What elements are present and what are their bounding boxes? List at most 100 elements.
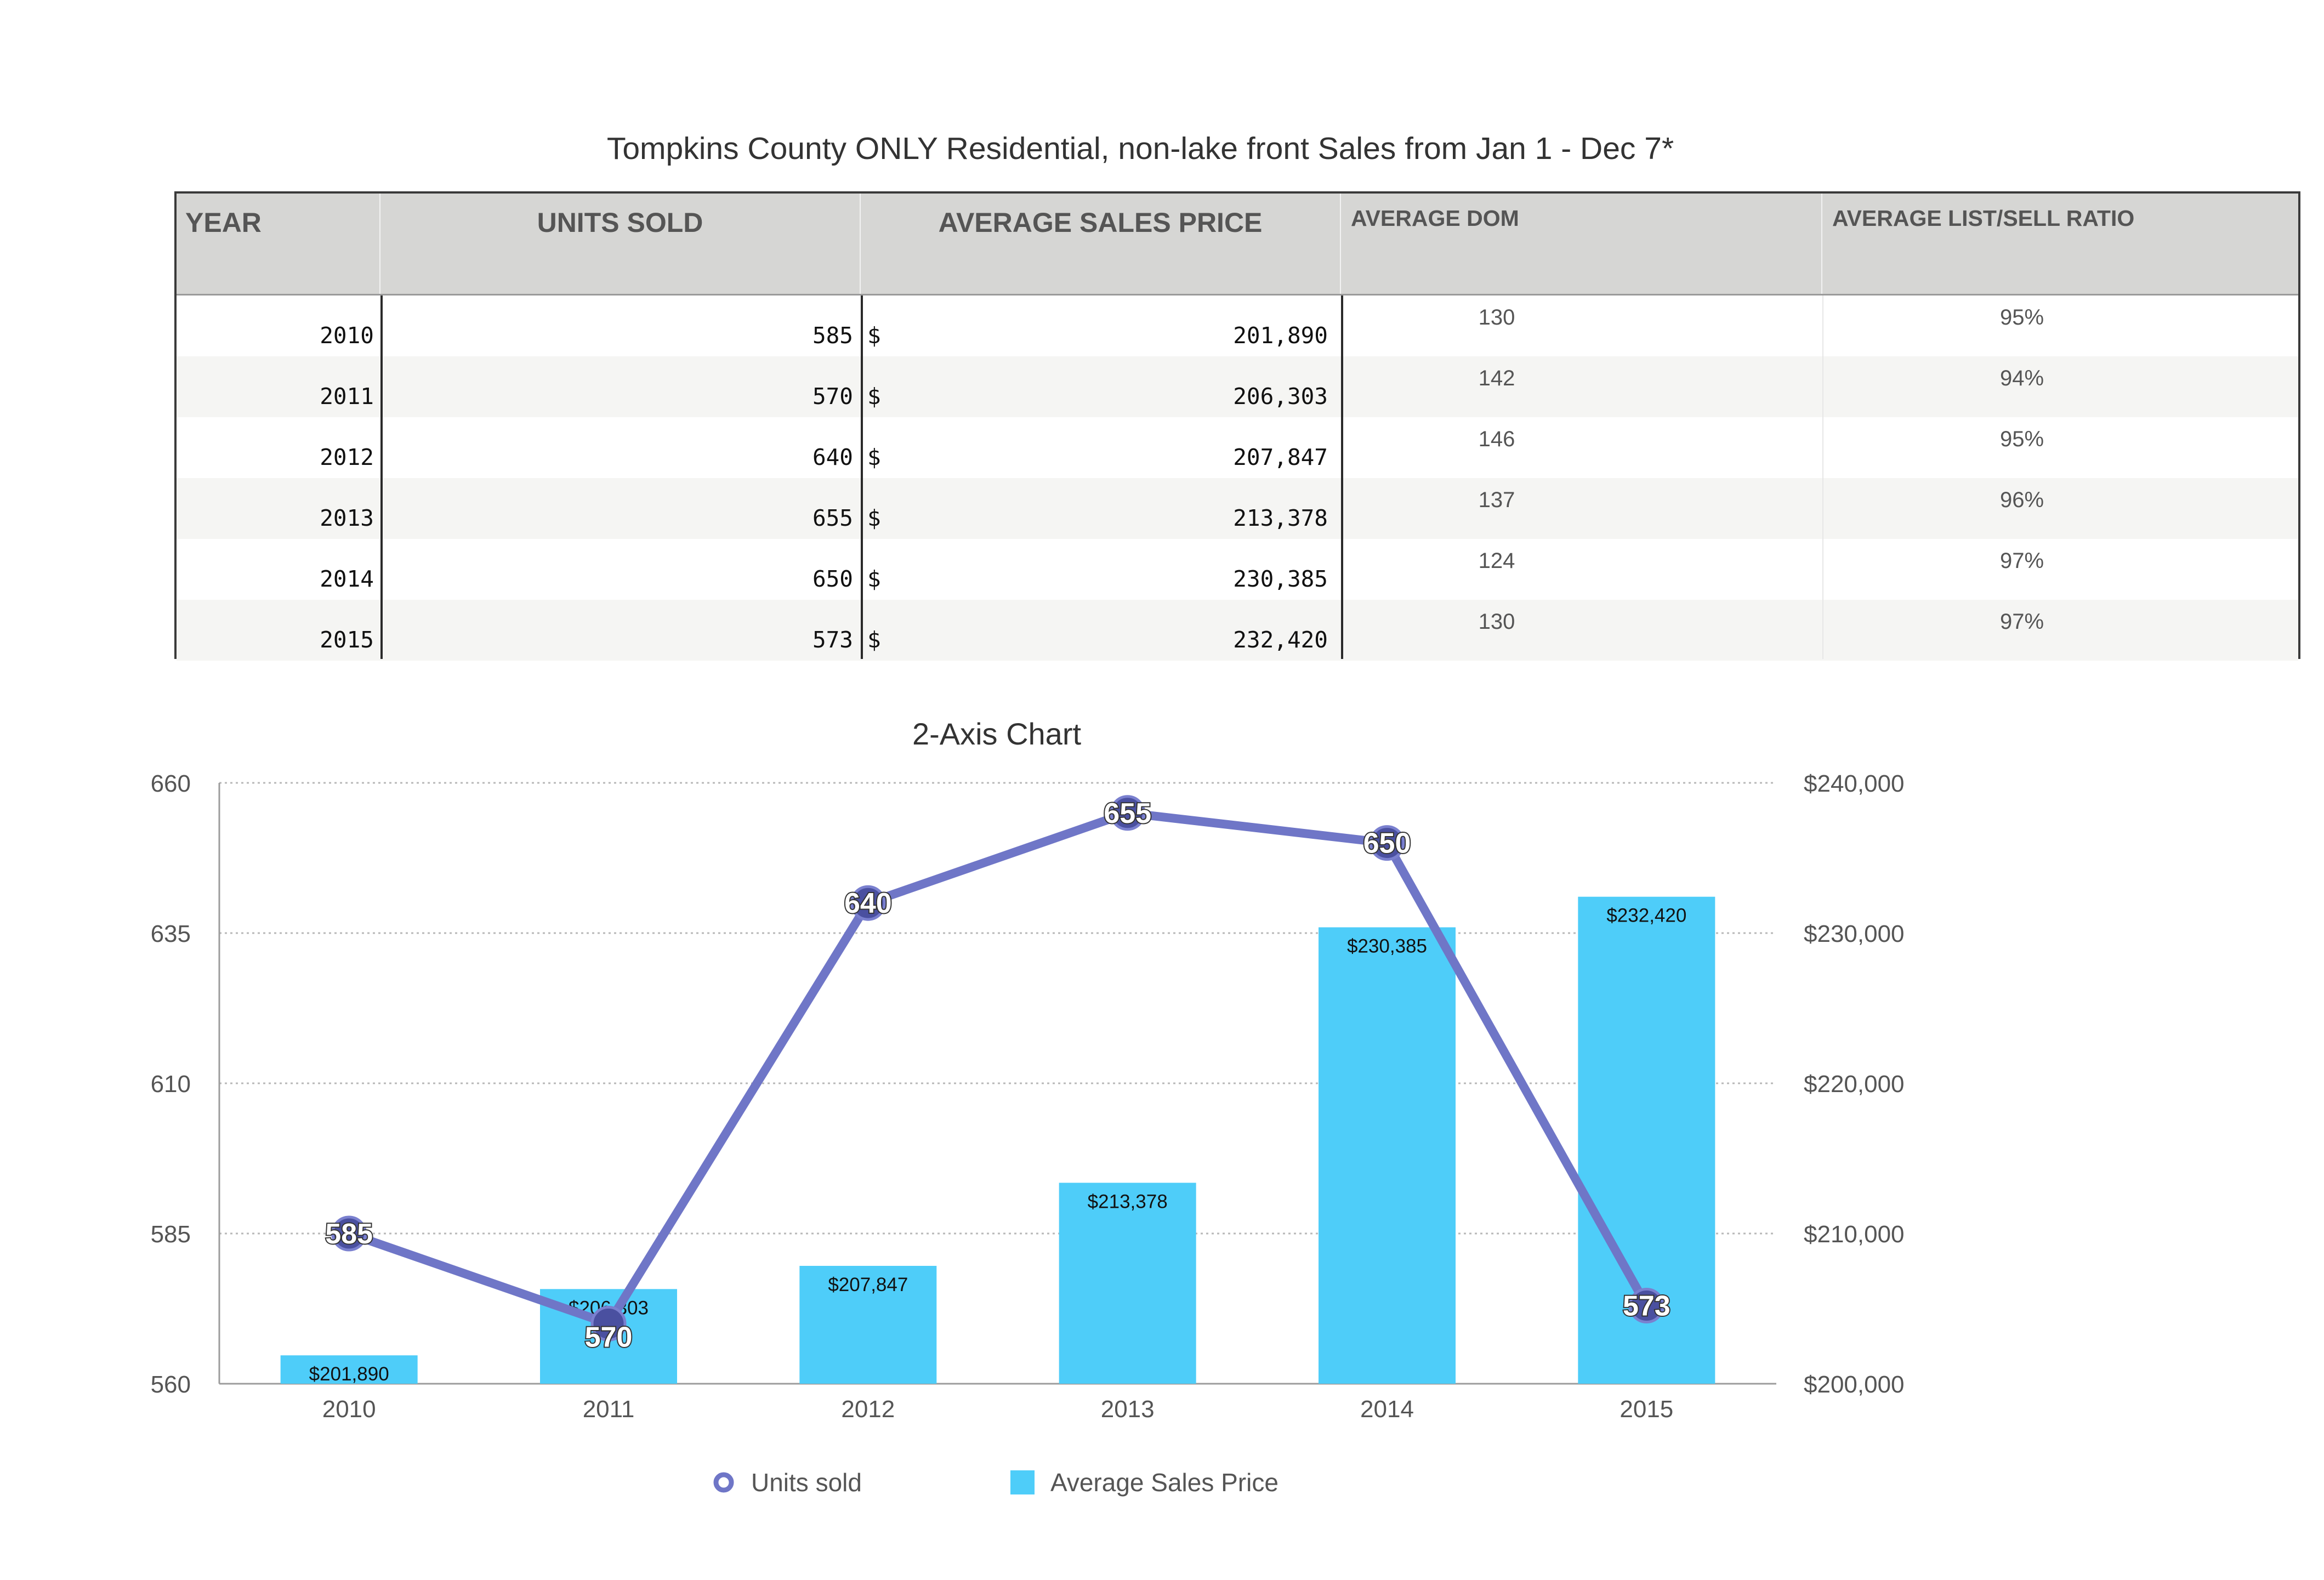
bar-average-sales-price	[1319, 927, 1456, 1384]
units-sold-line	[344, 808, 1651, 1328]
cell-units-sold: 640	[812, 444, 853, 470]
left-axis-tick-label: 635	[151, 920, 191, 947]
cell-units-sold: 570	[812, 383, 853, 410]
column-divider	[861, 295, 863, 659]
header-list-sell-ratio: AVERAGE LIST/SELL RATIO	[1832, 206, 2135, 231]
axes: 660 635 610 585 560 $240,000 $230,000 $220,000 $…	[151, 770, 1905, 1423]
bar-average-sales-price	[280, 1355, 418, 1384]
bar-data-label: $232,420	[1606, 905, 1686, 927]
sales-table: YEAR UNITS SOLD AVERAGE SALES PRICE AVER…	[174, 191, 2300, 661]
legend: Units sold Average Sales Price	[713, 1468, 1279, 1497]
header-average-sales-price: AVERAGE SALES PRICE	[861, 194, 1341, 294]
bar-data-label: $230,385	[1347, 935, 1427, 957]
x-axis-tick-label: 2011	[583, 1396, 635, 1423]
right-axis-tick-label: $240,000	[1804, 770, 1905, 797]
cell-average-dom: 130	[1478, 610, 1515, 634]
cell-year: 2013	[320, 505, 374, 531]
cell-average-dom: 146	[1478, 427, 1515, 451]
cell-average-dom: 142	[1478, 366, 1515, 390]
cell-list-sell-ratio: 95%	[1999, 427, 2044, 451]
column-divider	[1822, 295, 1823, 659]
header-average-dom: AVERAGE DOM	[1341, 194, 1822, 294]
gridlines	[219, 782, 1776, 1235]
cell-units-sold: 655	[812, 505, 853, 531]
left-axis-tick-label: 610	[151, 1071, 191, 1098]
units-sold-point	[331, 1215, 367, 1252]
cell-currency: $	[867, 383, 881, 410]
cell-units-sold: 573	[812, 627, 853, 653]
table-row: 2012 640 $207,847 146 95%	[177, 417, 2298, 478]
units-sold-point	[590, 1305, 627, 1342]
x-axis-tick-label: 2014	[1360, 1396, 1414, 1423]
cell-list-sell-ratio: 94%	[1999, 366, 2044, 390]
chart-title: 2-Axis Chart	[912, 717, 1082, 751]
table-header-row: YEAR UNITS SOLD AVERAGE SALES PRICE AVER…	[177, 194, 2298, 295]
cell-year: 2014	[320, 566, 374, 592]
cell-year: 2015	[320, 627, 374, 653]
cell-average-dom: 130	[1478, 305, 1515, 329]
table-row: 2010 585 $201,890 130 95%	[177, 295, 2298, 356]
column-divider	[380, 295, 383, 659]
units-sold-point	[1110, 795, 1146, 831]
x-axis-tick-label: 2010	[322, 1396, 376, 1423]
x-axis-tick-label: 2015	[1620, 1396, 1673, 1423]
line-units-sold: 585 570 640 655 650 573	[324, 795, 1672, 1354]
left-axis-tick-label: 660	[151, 770, 191, 797]
cell-currency: $	[867, 566, 881, 592]
units-sold-point	[850, 885, 886, 921]
cell-average-price: 207,847	[1233, 444, 1328, 470]
cell-year: 2011	[320, 383, 374, 410]
bars-average-sales-price	[280, 896, 1715, 1384]
table-row: 2014 650 $230,385 124 97%	[177, 539, 2298, 600]
table-title: Tompkins County ONLY Residential, non-la…	[606, 131, 1674, 166]
cell-list-sell-ratio: 97%	[1999, 610, 2044, 634]
right-axis-tick-label: $220,000	[1804, 1071, 1905, 1098]
units-sold-point	[1369, 825, 1405, 861]
legend-average-sales-price-label: Average Sales Price	[1050, 1468, 1279, 1497]
units-sold-data-label: 570	[585, 1321, 633, 1353]
bar-average-sales-price	[799, 1265, 937, 1384]
right-axis-tick-label: $230,000	[1804, 920, 1905, 947]
table-row: 2013 655 $213,378 137 96%	[177, 478, 2298, 539]
cell-currency: $	[867, 322, 881, 349]
bar-average-sales-price	[1059, 1183, 1196, 1384]
cell-average-price: 206,303	[1233, 383, 1328, 410]
left-axis-tick-label: 560	[151, 1371, 191, 1398]
cell-average-dom: 137	[1478, 488, 1515, 512]
left-axis-tick-label: 585	[151, 1221, 191, 1248]
cell-currency: $	[867, 627, 881, 653]
legend-units-sold-marker	[713, 1472, 734, 1493]
cell-average-dom: 124	[1478, 549, 1515, 573]
cell-list-sell-ratio: 96%	[1999, 488, 2044, 512]
column-divider	[1341, 295, 1343, 659]
cell-units-sold: 650	[812, 566, 853, 592]
legend-average-sales-price-swatch	[1010, 1470, 1035, 1494]
legend-units-sold-label: Units sold	[751, 1468, 862, 1497]
units-sold-data-label: 585	[325, 1218, 373, 1250]
right-axis-tick-label: $200,000	[1804, 1371, 1905, 1398]
cell-average-price: 230,385	[1233, 566, 1328, 592]
bar-data-label: $207,847	[828, 1274, 908, 1295]
bar-labels: $201,890$206,303$207,847$213,378$230,385…	[309, 905, 1687, 1385]
units-sold-data-label: 650	[1363, 828, 1411, 860]
cell-average-price: 201,890	[1233, 322, 1328, 349]
bar-data-label: $201,890	[309, 1363, 389, 1385]
table-row: 2011 570 $206,303 142 94%	[177, 356, 2298, 417]
header-year: YEAR	[177, 194, 380, 294]
cell-average-price: 232,420	[1233, 627, 1328, 653]
header-units-sold: UNITS SOLD	[380, 194, 861, 294]
units-sold-data-label: 640	[844, 888, 892, 919]
right-axis-tick-label: $210,000	[1804, 1221, 1905, 1248]
x-axis-tick-label: 2013	[1101, 1396, 1155, 1423]
cell-currency: $	[867, 505, 881, 531]
cell-units-sold: 585	[812, 322, 853, 349]
bar-data-label: $213,378	[1088, 1191, 1168, 1212]
x-axis-tick-label: 2012	[841, 1396, 895, 1423]
units-sold-data-label: 655	[1104, 798, 1151, 829]
cell-average-price: 213,378	[1233, 505, 1328, 531]
cell-year: 2010	[320, 322, 374, 349]
table-row: 2015 573 $232,420 130 97%	[177, 600, 2298, 661]
cell-list-sell-ratio: 95%	[1999, 305, 2044, 329]
cell-list-sell-ratio: 97%	[1999, 549, 2044, 573]
